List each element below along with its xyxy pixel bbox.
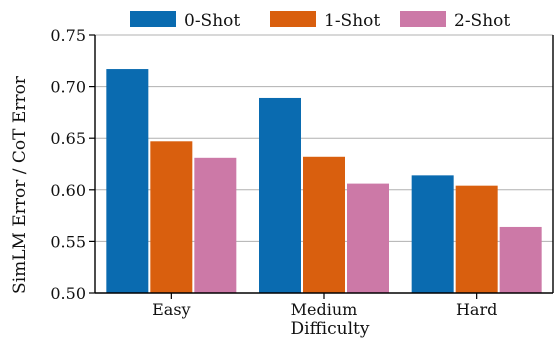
y-axis-label: SimLM Error / CoT Error xyxy=(10,75,30,294)
y-tick-label: 0.75 xyxy=(50,26,86,45)
bar xyxy=(347,183,389,293)
legend-label: 0-Shot xyxy=(184,11,240,31)
bar xyxy=(499,226,542,293)
y-tick-label: 0.50 xyxy=(50,284,86,303)
legend-swatch xyxy=(130,11,176,27)
x-axis-label: Difficulty xyxy=(291,319,370,339)
bars xyxy=(106,69,542,294)
legend: 0-Shot 1-Shot 2-Shot xyxy=(130,11,510,31)
x-tick-label: Hard xyxy=(456,300,497,319)
bar xyxy=(259,97,301,294)
y-tick-label: 0.55 xyxy=(50,232,86,251)
y-tick-label: 0.65 xyxy=(50,129,86,148)
bar xyxy=(106,69,149,293)
x-tick-label: Medium xyxy=(291,300,358,319)
y-tick-label: 0.70 xyxy=(50,78,86,97)
y-tick-label: 0.60 xyxy=(50,181,86,200)
axes: 0.50 0.55 0.60 0.65 0.70 0.75 Easy Medium Hard xyxy=(50,26,554,319)
x-tick-label: Easy xyxy=(152,300,190,319)
legend-label: 2-Shot xyxy=(454,11,510,31)
bar xyxy=(194,157,237,293)
legend-swatch xyxy=(270,11,316,27)
bar xyxy=(303,156,345,293)
bar xyxy=(455,185,498,293)
legend-swatch xyxy=(400,11,446,27)
legend-label: 1-Shot xyxy=(324,11,380,31)
bar xyxy=(150,141,193,293)
bar xyxy=(411,175,454,293)
